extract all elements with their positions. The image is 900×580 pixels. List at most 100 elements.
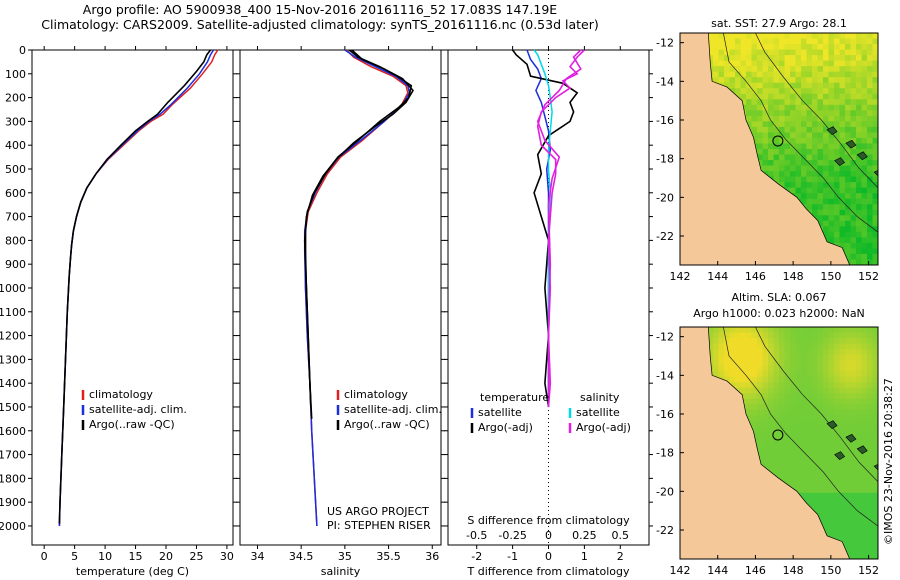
field-cell <box>729 60 736 67</box>
field-cell <box>790 454 797 461</box>
field-cell <box>845 104 852 111</box>
field-cell <box>867 104 874 111</box>
field-cell <box>823 492 830 499</box>
field-cell <box>856 33 863 40</box>
field-cell <box>867 454 874 461</box>
legend-label: satellite <box>576 406 620 419</box>
field-cell <box>757 404 764 411</box>
field-cell <box>823 209 830 216</box>
field-cell <box>812 60 819 67</box>
field-cell <box>839 231 846 238</box>
field-cell <box>768 454 775 461</box>
field-cell <box>790 60 797 67</box>
field-cell <box>850 60 857 67</box>
field-cell <box>834 365 841 372</box>
field-cell <box>773 71 780 78</box>
field-cell <box>817 470 824 477</box>
field-cell <box>768 165 775 172</box>
sla-map-subtitle: Argo h1000: 0.023 h2000: NaN <box>693 307 865 320</box>
field-cell <box>872 531 878 538</box>
field-cell <box>729 33 736 40</box>
field-cell <box>828 154 835 161</box>
field-cell <box>850 182 857 189</box>
field-cell <box>740 371 747 378</box>
field-cell <box>762 443 769 450</box>
field-cell <box>790 365 797 372</box>
field-cell <box>834 204 841 211</box>
field-cell <box>718 332 725 339</box>
field-cell <box>790 360 797 367</box>
field-cell <box>735 82 742 89</box>
field-cell <box>823 437 830 444</box>
field-cell <box>861 382 868 389</box>
field-cell <box>806 182 813 189</box>
field-cell <box>790 476 797 483</box>
field-cell <box>768 459 775 466</box>
field-cell <box>784 82 791 89</box>
field-cell <box>839 393 846 400</box>
field-cell <box>806 465 813 472</box>
field-cell <box>839 33 846 40</box>
field-cell <box>850 542 857 549</box>
field-cell <box>872 470 878 477</box>
field-cell <box>850 259 857 265</box>
field-cell <box>768 409 775 416</box>
field-cell <box>823 525 830 532</box>
field-cell <box>740 382 747 389</box>
field-cell <box>845 343 852 350</box>
field-cell <box>867 193 874 200</box>
field-cell <box>801 481 808 488</box>
field-cell <box>757 44 764 51</box>
field-cell <box>839 237 846 244</box>
series-line <box>511 49 579 408</box>
field-cell <box>839 431 846 439</box>
field-cell <box>850 470 857 477</box>
field-cell <box>779 33 786 40</box>
field-cell <box>812 104 819 111</box>
field-cell <box>724 60 731 67</box>
field-cell <box>724 38 731 45</box>
field-cell <box>839 443 846 450</box>
field-cell <box>856 514 863 521</box>
field-cell <box>762 404 769 411</box>
field-cell <box>845 154 852 161</box>
field-cell <box>823 354 830 361</box>
field-cell <box>817 66 824 73</box>
field-cell <box>839 121 846 128</box>
field-cell <box>762 126 769 134</box>
field-cell <box>828 115 835 122</box>
field-cell <box>839 387 846 394</box>
field-cell <box>812 327 819 334</box>
field-cell <box>773 143 780 150</box>
field-cell <box>828 498 835 505</box>
field-cell <box>850 149 857 156</box>
field-cell <box>872 420 878 428</box>
field-cell <box>823 387 830 394</box>
field-cell <box>757 93 764 100</box>
field-cell <box>795 426 802 433</box>
field-cell <box>850 420 857 428</box>
field-cell <box>845 404 852 411</box>
field-cell <box>845 503 852 510</box>
field-cell <box>806 371 813 378</box>
field-cell <box>850 448 857 455</box>
field-cell <box>872 338 878 345</box>
field-cell <box>757 88 764 95</box>
field-cell <box>845 182 852 189</box>
field-cell <box>812 487 819 494</box>
field-cell <box>861 459 868 466</box>
field-cell <box>817 82 824 89</box>
field-cell <box>812 376 819 383</box>
field-cell <box>779 115 786 122</box>
field-cell <box>861 470 868 477</box>
field-cell <box>762 437 769 444</box>
field-cell <box>839 420 846 428</box>
field-cell <box>801 415 808 422</box>
field-cell <box>839 220 846 227</box>
field-cell <box>839 349 846 356</box>
field-cell <box>872 253 878 261</box>
field-cell <box>784 160 791 167</box>
y-tick-label: -20 <box>656 485 674 498</box>
y-tick-label: 300 <box>5 115 26 128</box>
field-cell <box>828 209 835 216</box>
